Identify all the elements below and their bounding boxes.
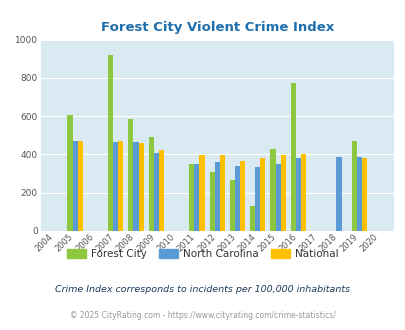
Bar: [133, 142, 138, 231]
Bar: [113, 142, 118, 231]
Bar: [356, 157, 361, 231]
Bar: [148, 137, 153, 231]
Bar: [295, 158, 300, 231]
Bar: [234, 167, 239, 231]
Bar: [290, 83, 295, 231]
Bar: [199, 155, 204, 231]
Bar: [72, 142, 77, 231]
Bar: [194, 164, 199, 231]
Bar: [255, 167, 260, 231]
Bar: [280, 155, 285, 231]
Bar: [219, 155, 224, 231]
Bar: [275, 164, 280, 231]
Bar: [153, 153, 158, 231]
Bar: [128, 119, 133, 231]
Bar: [209, 172, 214, 231]
Bar: [214, 162, 219, 231]
Bar: [138, 143, 143, 231]
Bar: [300, 154, 305, 231]
Bar: [77, 141, 83, 231]
Bar: [270, 149, 275, 231]
Bar: [108, 55, 113, 231]
Bar: [249, 206, 255, 231]
Bar: [189, 164, 194, 231]
Bar: [239, 161, 245, 231]
Legend: Forest City, North Carolina, National: Forest City, North Carolina, National: [63, 245, 342, 263]
Bar: [229, 180, 234, 231]
Bar: [336, 157, 341, 231]
Bar: [351, 141, 356, 231]
Bar: [361, 158, 366, 231]
Title: Forest City Violent Crime Index: Forest City Violent Crime Index: [100, 21, 333, 34]
Bar: [118, 142, 123, 231]
Text: Crime Index corresponds to incidents per 100,000 inhabitants: Crime Index corresponds to incidents per…: [55, 285, 350, 294]
Text: © 2025 CityRating.com - https://www.cityrating.com/crime-statistics/: © 2025 CityRating.com - https://www.city…: [70, 312, 335, 320]
Bar: [67, 115, 72, 231]
Bar: [260, 158, 265, 231]
Bar: [158, 150, 164, 231]
